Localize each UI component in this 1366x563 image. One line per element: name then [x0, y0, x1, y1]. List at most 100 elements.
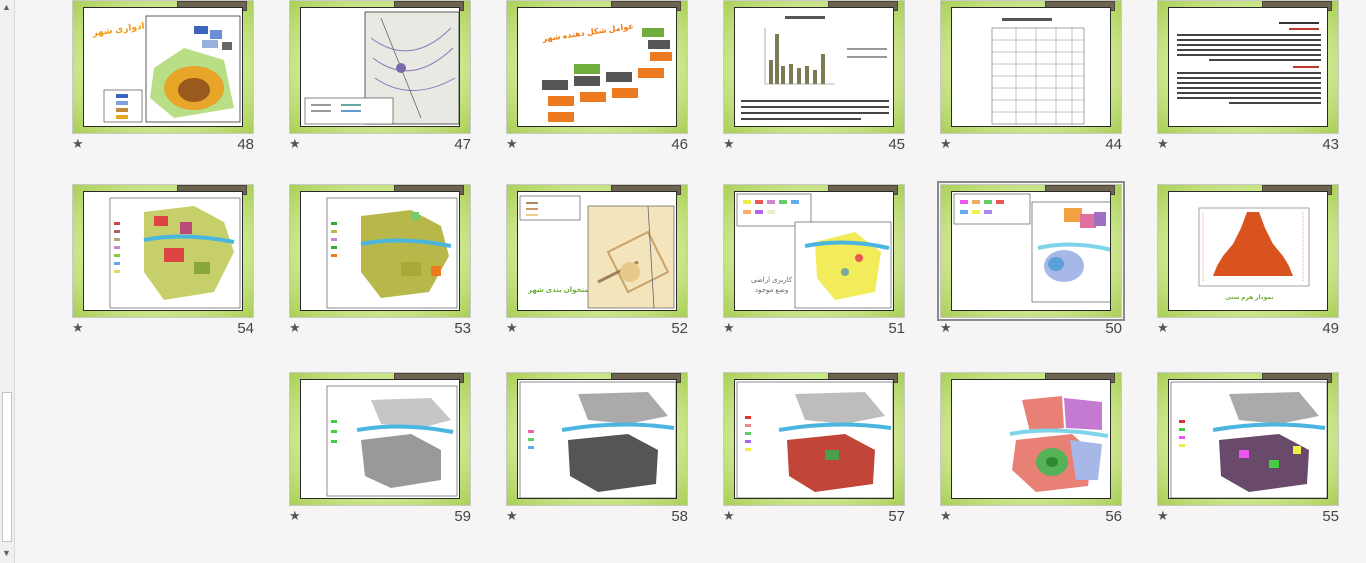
slide-transition-star-icon[interactable]: ★ — [72, 136, 84, 151]
existing-land-use-map-image — [736, 193, 892, 309]
slide-frame — [72, 184, 254, 318]
slide-content — [1168, 7, 1328, 127]
slide-number: 48 — [237, 136, 254, 153]
slide-content — [300, 7, 460, 127]
zone-map-image — [1009, 396, 1109, 492]
slide-transition-star-icon[interactable]: ★ — [289, 136, 301, 151]
slide-thumbnail-47[interactable]: ★ 47 — [289, 0, 471, 153]
slide-thumbnail-43[interactable]: ★ 43 — [1157, 0, 1339, 153]
slide-number: 44 — [1105, 136, 1122, 153]
slide-thumbnail-46[interactable]: عوامل شکل دهنده شهر ★ 46 — [506, 0, 688, 153]
slide-content — [1168, 379, 1328, 499]
scroll-thumb[interactable] — [2, 392, 12, 542]
slide-transition-star-icon[interactable]: ★ — [940, 508, 952, 523]
slide-frame: استخوان بندی شهر — [506, 184, 688, 318]
slide-content — [300, 191, 460, 311]
slide-thumbnail-50[interactable]: ★ 50 — [937, 181, 1125, 337]
slide-thumbnail-54[interactable]: ★ 54 — [72, 184, 254, 337]
slide-content: استخوان بندی شهر — [517, 191, 677, 311]
slide-transition-star-icon[interactable]: ★ — [940, 320, 952, 335]
slide-number: 57 — [888, 508, 905, 525]
text-paragraphs-image — [1177, 22, 1321, 104]
slide-frame — [1157, 372, 1339, 506]
slide-frame — [289, 0, 471, 134]
slide-content — [734, 379, 894, 499]
slide-number: 54 — [237, 320, 254, 337]
slide-number: 49 — [1322, 320, 1339, 337]
slide-number: 58 — [671, 508, 688, 525]
slide-thumbnail-58[interactable]: ★ 58 — [506, 372, 688, 525]
slide-transition-star-icon[interactable]: ★ — [72, 320, 84, 335]
slide-thumbnail-44[interactable]: ★ 44 — [940, 0, 1122, 153]
slide-content: نمودار هرم سنی — [1168, 191, 1328, 311]
slide-thumbnail-55[interactable]: ★ 55 — [1157, 372, 1339, 525]
city-map-red-image — [736, 381, 893, 498]
slide-thumbnail-49[interactable]: نمودار هرم سنی ★ 49 — [1157, 184, 1339, 337]
slide-number: 51 — [888, 320, 905, 337]
slide-frame — [723, 0, 905, 134]
slide-number: 53 — [454, 320, 471, 337]
factors-diagram-image — [542, 28, 672, 122]
slide-transition-star-icon[interactable]: ★ — [506, 320, 518, 335]
slide-transition-star-icon[interactable]: ★ — [723, 508, 735, 523]
slide-thumbnail-57[interactable]: ★ 57 — [723, 372, 905, 525]
city-map-dark-image — [519, 381, 676, 498]
slide-content — [83, 191, 243, 311]
zoning-map-image — [953, 193, 1110, 303]
vertical-scrollbar[interactable]: ▲ ▼ — [0, 0, 15, 563]
slide-transition-star-icon[interactable]: ★ — [289, 320, 301, 335]
slide-caption: نمودار هرم سنی — [1225, 295, 1274, 301]
slide-frame — [940, 372, 1122, 506]
land-use-map-image — [109, 197, 241, 309]
slide-transition-star-icon[interactable]: ★ — [506, 508, 518, 523]
scroll-up-arrow-icon[interactable]: ▲ — [2, 2, 11, 12]
slide-transition-star-icon[interactable]: ★ — [289, 508, 301, 523]
slide-text-line2: وضع موجود — [755, 287, 789, 294]
slide-frame — [506, 372, 688, 506]
population-pyramid-image — [1198, 207, 1310, 287]
regional-network-map-image — [304, 11, 459, 125]
slide-number: 46 — [671, 136, 688, 153]
scroll-down-arrow-icon[interactable]: ▼ — [2, 548, 11, 558]
slide-frame — [940, 0, 1122, 134]
slide-content — [734, 7, 894, 127]
bar-chart-image — [741, 16, 889, 120]
slide-content — [951, 191, 1111, 311]
slide-frame — [289, 184, 471, 318]
slide-thumbnail-59[interactable]: ★ 59 — [289, 372, 471, 525]
slide-transition-star-icon[interactable]: ★ — [940, 136, 952, 151]
slide-number: 45 — [888, 136, 905, 153]
slide-thumbnail-51[interactable]: کاربری اراضی وضع موجود — [723, 184, 905, 337]
slide-number: 50 — [1105, 320, 1122, 337]
slide-thumbnail-53[interactable]: ★ 53 — [289, 184, 471, 337]
data-table-image — [991, 18, 1085, 125]
slide-frame: عوامل شکل دهنده شهر — [506, 0, 688, 134]
slide-number: 56 — [1105, 508, 1122, 525]
slide-transition-star-icon[interactable]: ★ — [506, 136, 518, 151]
city-map-mixed-image — [1170, 381, 1327, 498]
slide-frame: توسعه ادواری شهر — [72, 0, 254, 134]
land-use-map-image — [326, 197, 458, 309]
slide-transition-star-icon[interactable]: ★ — [723, 136, 735, 151]
slide-frame: کاربری اراضی وضع موجود — [723, 184, 905, 318]
slide-transition-star-icon[interactable]: ★ — [1157, 320, 1169, 335]
slide-thumbnail-56[interactable]: ★ 56 — [940, 372, 1122, 525]
slide-content — [951, 379, 1111, 499]
slide-transition-star-icon[interactable]: ★ — [1157, 136, 1169, 151]
slide-transition-star-icon[interactable]: ★ — [723, 320, 735, 335]
slide-sorter-view: توسعه ادواری شهر ★ — [18, 0, 1366, 563]
slide-title: استخوان بندی شهر — [528, 287, 594, 294]
slide-frame — [1157, 0, 1339, 134]
slide-content: کاربری اراضی وضع موجود — [734, 191, 894, 311]
slide-number: 43 — [1322, 136, 1339, 153]
slide-thumbnail-48[interactable]: توسعه ادواری شهر ★ — [72, 0, 254, 153]
slide-number: 59 — [454, 508, 471, 525]
city-growth-map-image — [103, 15, 241, 123]
slide-thumbnail-52[interactable]: استخوان بندی شهر ★ 52 — [506, 184, 688, 336]
slide-transition-star-icon[interactable]: ★ — [1157, 508, 1169, 523]
slide-number: 55 — [1322, 508, 1339, 525]
slide-content — [951, 7, 1111, 127]
slide-number: 47 — [454, 136, 471, 153]
slide-thumbnail-45[interactable]: ★ 45 — [723, 0, 905, 153]
slide-content: عوامل شکل دهنده شهر — [517, 7, 677, 127]
